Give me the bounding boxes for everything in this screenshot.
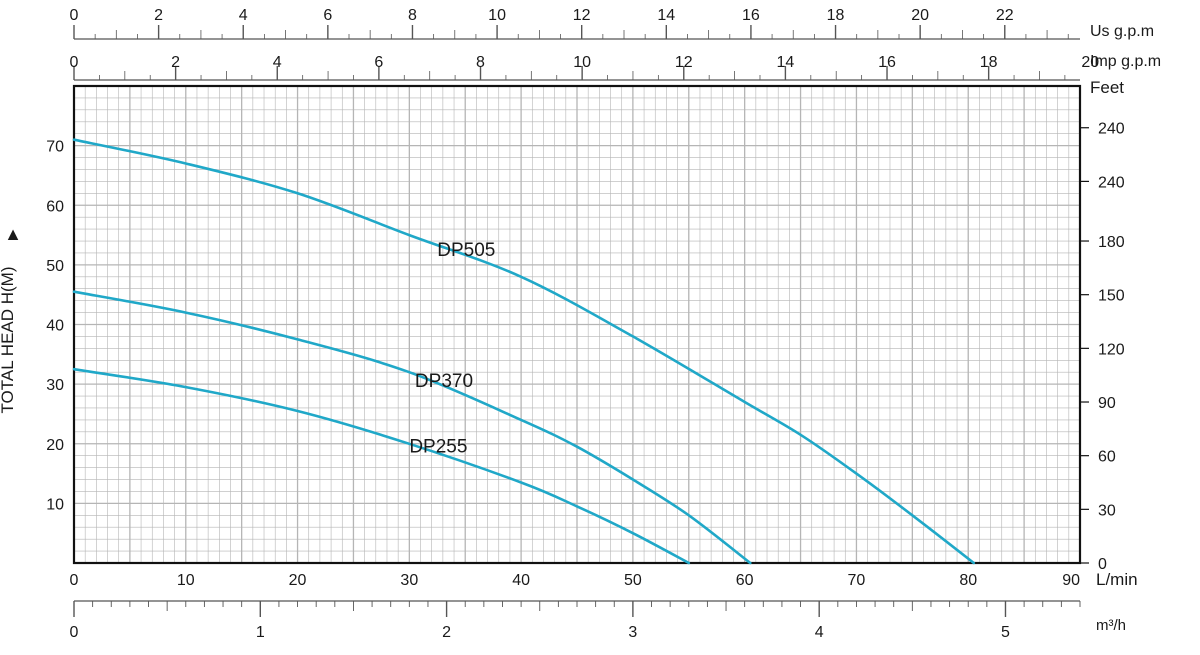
right-axis: Feet 240 240 180 150 120 90 60 30 0 — [1080, 78, 1125, 573]
x-tick-label-us-gpm: 18 — [827, 7, 845, 24]
x-tick-label-us-gpm: 0 — [70, 7, 79, 24]
x-tick-label-imp-gpm: 8 — [476, 54, 485, 71]
y-tick-label-feet: 90 — [1098, 395, 1116, 412]
x-tick-label-lmin: 50 — [624, 572, 642, 589]
x-tick-label-us-gpm: 16 — [742, 7, 760, 24]
y-tick-label-feet: 240 — [1098, 121, 1125, 138]
x-tick-label-lmin: 40 — [512, 572, 530, 589]
x-tick-label-imp-gpm: 12 — [675, 54, 693, 71]
x-tick-label-imp-gpm: 14 — [777, 54, 795, 71]
x-tick-label-us-gpm: 20 — [911, 7, 929, 24]
x-tick-label-lmin: 80 — [959, 572, 977, 589]
top-axes: 0 2 4 6 8 10 12 14 16 18 20 22 Us g.p.m 0 2 4 6 8 10 12 14 16… — [70, 7, 1161, 81]
y-tick-label-feet: 30 — [1098, 502, 1116, 519]
y-tick-label-feet: 60 — [1098, 449, 1116, 466]
plot-frame — [72, 84, 1082, 565]
y-tick-label-feet: 180 — [1098, 234, 1125, 251]
series-label-dp255: DP255 — [409, 437, 467, 458]
y-tick-label-m: 10 — [46, 496, 64, 513]
x-tick-label-us-gpm: 12 — [573, 7, 591, 24]
series-label-dp505: DP505 — [437, 240, 495, 261]
y-axis-label: TOTAL HEAD H(M) — [0, 266, 17, 413]
y-tick-label-m: 20 — [46, 437, 64, 454]
x-unit-imp-gpm: Imp g.p.m — [1090, 53, 1161, 70]
x-tick-label-m3h: 1 — [256, 624, 265, 641]
x-unit-us-gpm: Us g.p.m — [1090, 23, 1154, 40]
x-tick-label-imp-gpm: 4 — [273, 54, 282, 71]
y-tick-label-m: 70 — [46, 139, 64, 156]
curve-dp505 — [72, 138, 976, 565]
y-tick-label-feet: 150 — [1098, 288, 1125, 305]
x-tick-label-imp-gpm: 18 — [980, 54, 998, 71]
x-unit-m3h: m³/h — [1096, 617, 1126, 634]
y-tick-label-feet: 120 — [1098, 341, 1125, 358]
x-tick-label-imp-gpm: 16 — [878, 54, 896, 71]
y-tick-label-m: 60 — [46, 198, 64, 215]
x-tick-label-lmin: 60 — [736, 572, 754, 589]
x-tick-label-lmin: 0 — [70, 572, 79, 589]
x-tick-label-us-gpm: 14 — [657, 7, 675, 24]
curve-dp370 — [72, 290, 752, 565]
curves — [72, 138, 976, 565]
y-tick-label-m: 30 — [46, 377, 64, 394]
x-tick-label-us-gpm: 8 — [408, 7, 417, 24]
curve-dp255 — [72, 367, 691, 565]
x-tick-label-us-gpm: 6 — [323, 7, 332, 24]
series-label-dp370: DP370 — [415, 371, 473, 392]
x-tick-label-imp-gpm: 10 — [573, 54, 591, 71]
x-tick-label-lmin: 30 — [400, 572, 418, 589]
x-tick-label-m3h: 4 — [815, 624, 824, 641]
x-tick-label-imp-gpm: 20 — [1081, 54, 1099, 71]
x-tick-label-lmin: 70 — [848, 572, 866, 589]
x-tick-label-imp-gpm: 2 — [171, 54, 180, 71]
x-tick-label-us-gpm: 10 — [488, 7, 506, 24]
bottom-axes: 0 10 20 30 40 50 60 70 80 90 L/min 0 1 2 3 4 5 m³/h — [70, 570, 1138, 641]
y-tick-label-m: 50 — [46, 258, 64, 275]
x-unit-lmin: L/min — [1096, 570, 1138, 589]
x-tick-label-imp-gpm: 6 — [374, 54, 383, 71]
y-unit-feet: Feet — [1090, 78, 1124, 97]
x-tick-label-m3h: 2 — [442, 624, 451, 641]
x-tick-label-us-gpm: 22 — [996, 7, 1014, 24]
x-tick-label-m3h: 5 — [1001, 624, 1010, 641]
y-tick-label-m: 40 — [46, 318, 64, 335]
x-tick-label-imp-gpm: 0 — [70, 54, 79, 71]
x-tick-label-m3h: 3 — [628, 624, 637, 641]
y-tick-label-feet: 240 — [1098, 174, 1125, 191]
series-labels: DP505 DP370 DP255 — [409, 240, 495, 458]
x-tick-label-m3h: 0 — [70, 624, 79, 641]
x-tick-label-lmin: 20 — [289, 572, 307, 589]
y-tick-label-feet: 0 — [1098, 556, 1107, 573]
x-tick-label-us-gpm: 4 — [239, 7, 248, 24]
x-tick-label-lmin: 90 — [1062, 572, 1080, 589]
x-tick-label-us-gpm: 2 — [154, 7, 163, 24]
x-tick-label-lmin: 10 — [177, 572, 195, 589]
y-axis-arrow-icon: ▲ — [4, 224, 22, 244]
left-axis: 10 20 30 40 50 60 70 — [46, 139, 64, 514]
